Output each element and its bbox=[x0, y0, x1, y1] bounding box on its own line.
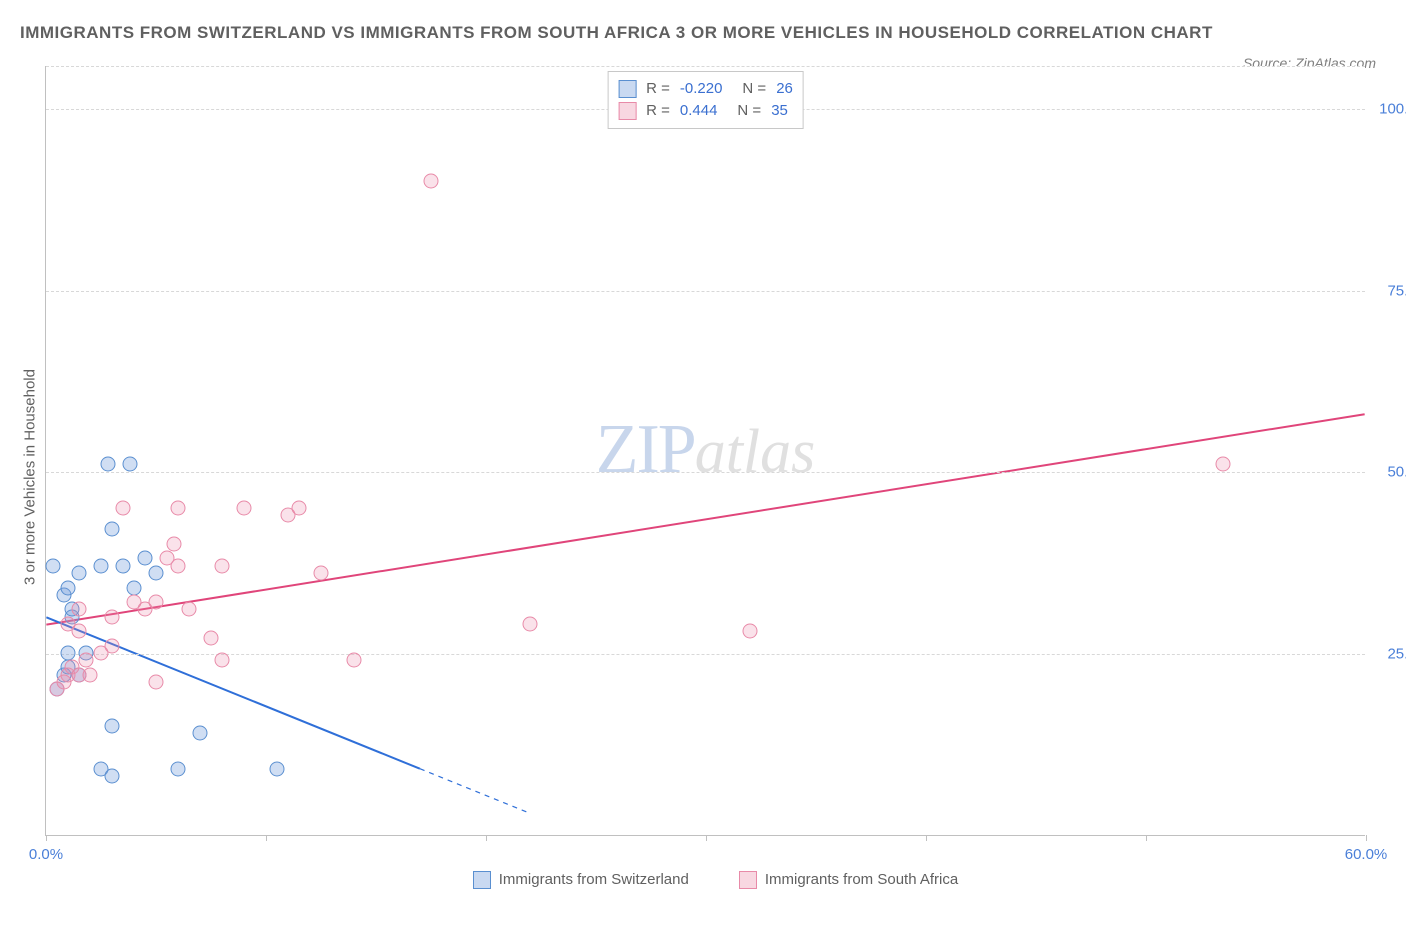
scatter-point bbox=[61, 645, 76, 660]
x-tick-label: 60.0% bbox=[1345, 846, 1388, 863]
scatter-point bbox=[45, 558, 60, 573]
gridline bbox=[46, 291, 1365, 292]
x-tick bbox=[926, 835, 927, 841]
gridline bbox=[46, 472, 1365, 473]
scatter-point bbox=[237, 500, 252, 515]
scatter-point bbox=[347, 653, 362, 668]
legend-n-label: N = bbox=[742, 80, 766, 97]
x-tick bbox=[1146, 835, 1147, 841]
legend-series: Immigrants from Switzerland Immigrants fr… bbox=[45, 871, 1386, 889]
y-axis-label: 3 or more Vehicles in Household bbox=[22, 369, 39, 585]
gridline bbox=[46, 66, 1365, 67]
chart-container: 3 or more Vehicles in Household R =-0.22… bbox=[45, 66, 1386, 889]
scatter-point bbox=[83, 667, 98, 682]
legend-r-label: R = bbox=[646, 102, 670, 119]
legend-n-value: 26 bbox=[776, 80, 793, 97]
scatter-point bbox=[149, 595, 164, 610]
scatter-point bbox=[61, 580, 76, 595]
gridline bbox=[46, 654, 1365, 655]
scatter-point bbox=[182, 602, 197, 617]
legend-series-item: Immigrants from Switzerland bbox=[473, 871, 689, 889]
scatter-point bbox=[94, 558, 109, 573]
scatter-point bbox=[105, 638, 120, 653]
scatter-point bbox=[215, 558, 230, 573]
scatter-point bbox=[171, 762, 186, 777]
scatter-point bbox=[105, 718, 120, 733]
scatter-point bbox=[138, 551, 153, 566]
legend-series-label: Immigrants from Switzerland bbox=[499, 871, 689, 888]
x-tick bbox=[486, 835, 487, 841]
scatter-point bbox=[78, 653, 93, 668]
scatter-point bbox=[1216, 457, 1231, 472]
chart-title: IMMIGRANTS FROM SWITZERLAND VS IMMIGRANT… bbox=[20, 20, 1386, 46]
legend-stats-box: R = -0.220 N = 26 R = 0.444 N = 35 bbox=[607, 71, 804, 129]
scatter-point bbox=[523, 616, 538, 631]
x-tick bbox=[46, 835, 47, 841]
scatter-point bbox=[424, 173, 439, 188]
y-tick-label: 25.0% bbox=[1387, 645, 1406, 662]
y-tick-label: 100.0% bbox=[1379, 101, 1406, 118]
legend-swatch bbox=[618, 102, 636, 120]
scatter-point bbox=[105, 769, 120, 784]
x-tick bbox=[1366, 835, 1367, 841]
legend-r-label: R = bbox=[646, 80, 670, 97]
scatter-point bbox=[116, 558, 131, 573]
scatter-point bbox=[149, 566, 164, 581]
scatter-point bbox=[166, 536, 181, 551]
legend-n-label: N = bbox=[737, 102, 761, 119]
scatter-point bbox=[127, 580, 142, 595]
legend-swatch bbox=[473, 871, 491, 889]
scatter-point bbox=[72, 566, 87, 581]
legend-series-item: Immigrants from South Africa bbox=[739, 871, 958, 889]
watermark-atlas: atlas bbox=[695, 418, 816, 486]
scatter-point bbox=[72, 602, 87, 617]
y-tick-label: 50.0% bbox=[1387, 464, 1406, 481]
legend-stats-row: R = 0.444 N = 35 bbox=[618, 100, 793, 122]
x-tick-label: 0.0% bbox=[29, 846, 63, 863]
legend-r-value: -0.220 bbox=[680, 80, 723, 97]
legend-r-value: 0.444 bbox=[680, 102, 718, 119]
watermark: ZIPatlas bbox=[596, 410, 816, 490]
scatter-plot-area: R =-0.220N =26R =0.444N =35 ZIPatlas 25.… bbox=[45, 66, 1365, 836]
scatter-point bbox=[215, 653, 230, 668]
scatter-point bbox=[116, 500, 131, 515]
scatter-point bbox=[100, 457, 115, 472]
trend-lines-layer bbox=[46, 66, 1365, 835]
legend-stats-row: R = -0.220 N = 26 bbox=[618, 78, 793, 100]
scatter-point bbox=[292, 500, 307, 515]
legend-swatch bbox=[739, 871, 757, 889]
scatter-point bbox=[314, 566, 329, 581]
scatter-point bbox=[105, 609, 120, 624]
scatter-point bbox=[743, 624, 758, 639]
y-tick-label: 75.0% bbox=[1387, 282, 1406, 299]
scatter-point bbox=[171, 558, 186, 573]
legend-n-value: 35 bbox=[771, 102, 788, 119]
scatter-point bbox=[105, 522, 120, 537]
scatter-point bbox=[171, 500, 186, 515]
scatter-point bbox=[72, 624, 87, 639]
scatter-point bbox=[122, 457, 137, 472]
scatter-point bbox=[149, 674, 164, 689]
watermark-zip: ZIP bbox=[596, 411, 695, 488]
scatter-point bbox=[204, 631, 219, 646]
legend-swatch bbox=[618, 80, 636, 98]
x-tick bbox=[706, 835, 707, 841]
scatter-point bbox=[193, 725, 208, 740]
legend-series-label: Immigrants from South Africa bbox=[765, 871, 958, 888]
scatter-point bbox=[270, 762, 285, 777]
x-tick bbox=[266, 835, 267, 841]
